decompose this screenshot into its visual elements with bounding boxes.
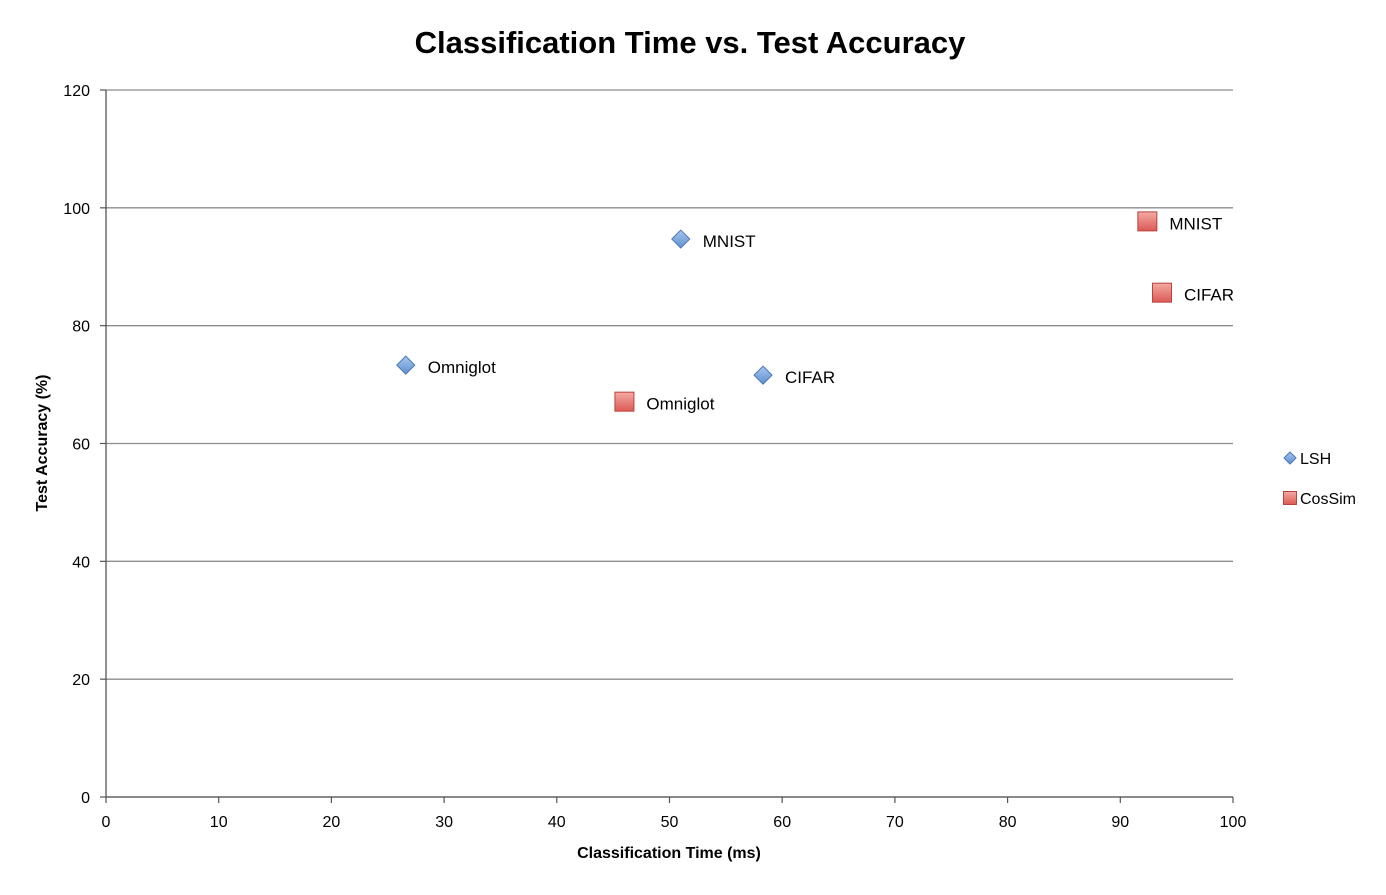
axes (100, 89, 1234, 803)
y-tick-label: 100 (63, 201, 90, 218)
tick-labels: 0 20 40 60 80 100 120 0 10 20 30 40 50 60 70 80 90 100 (63, 83, 1246, 831)
legend-label-lsh: LSH (1300, 451, 1331, 468)
x-tick-label: 50 (661, 814, 679, 831)
point-lsh-cifar (753, 365, 773, 385)
point-lsh-omniglot (396, 355, 416, 375)
x-tick-label: 80 (999, 814, 1017, 831)
point-label-lsh-mnist: MNIST (703, 232, 756, 251)
point-lsh-mnist (671, 229, 691, 249)
legend-marker-lsh (1283, 451, 1297, 465)
point-cossim-cifar (1151, 282, 1172, 303)
x-tick-label: 60 (773, 814, 791, 831)
legend: LSH CosSim (1283, 451, 1356, 508)
x-axis-label: Classification Time (ms) (577, 845, 761, 862)
legend-marker-cossim (1283, 491, 1297, 505)
y-tick-label: 80 (72, 319, 90, 336)
point-label-lsh-omniglot: Omniglot (428, 358, 496, 377)
point-cossim-omniglot (614, 391, 635, 412)
data-points: Omniglot MNIST CIFAR Omniglot MNIST CIFAR (396, 211, 1234, 414)
point-label-cossim-mnist: MNIST (1169, 214, 1222, 233)
x-tick-label: 0 (102, 814, 111, 831)
y-axis-label: Test Accuracy (%) (34, 375, 51, 512)
point-label-cossim-cifar: CIFAR (1184, 286, 1234, 305)
x-tick-label: 40 (548, 814, 566, 831)
x-tick-label: 30 (435, 814, 453, 831)
point-label-cossim-omniglot: Omniglot (646, 395, 714, 414)
point-label-lsh-cifar: CIFAR (785, 368, 835, 387)
legend-label-cossim: CosSim (1300, 491, 1356, 508)
x-tick-label: 90 (1111, 814, 1129, 831)
y-tick-label: 40 (72, 554, 90, 571)
gridlines (106, 89, 1233, 798)
x-tick-label: 10 (210, 814, 228, 831)
y-tick-label: 120 (63, 83, 90, 100)
point-cossim-mnist (1137, 211, 1158, 232)
x-tick-label: 100 (1220, 814, 1247, 831)
y-tick-label: 0 (81, 790, 90, 807)
chart-title: Classification Time vs. Test Accuracy (415, 25, 967, 60)
x-tick-label: 20 (323, 814, 341, 831)
x-tick-label: 70 (886, 814, 904, 831)
y-tick-label: 60 (72, 437, 90, 454)
y-tick-label: 20 (72, 672, 90, 689)
